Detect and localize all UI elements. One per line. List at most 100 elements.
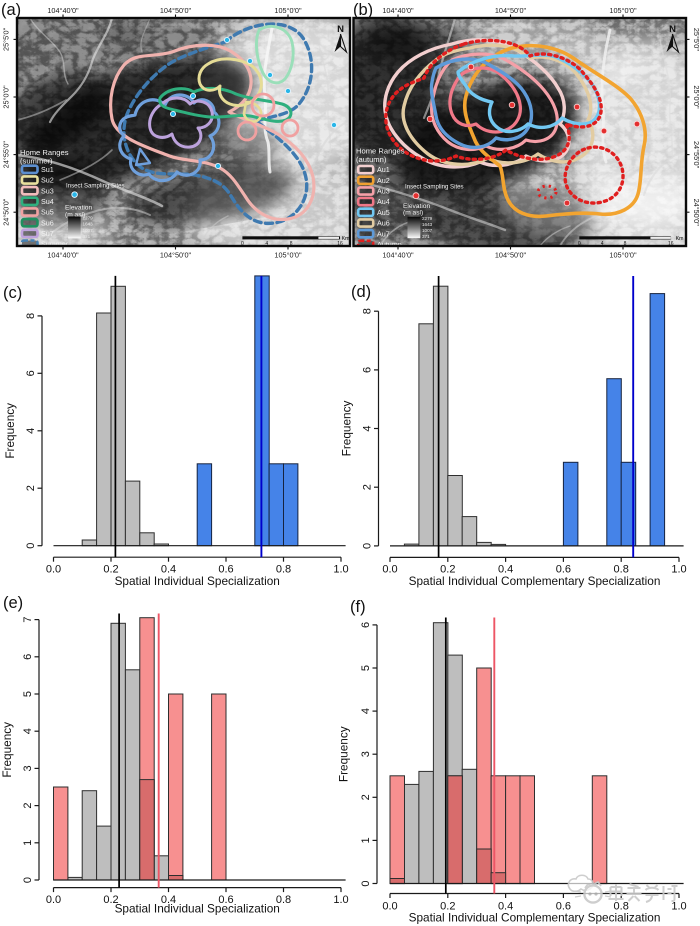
svg-text:(b): (b) (353, 1, 373, 19)
svg-text:104°50'0": 104°50'0" (160, 251, 192, 260)
svg-text:(c): (c) (3, 284, 22, 302)
svg-text:4: 4 (25, 428, 37, 434)
svg-text:(e): (e) (3, 594, 23, 612)
svg-text:2: 2 (360, 794, 372, 800)
svg-text:N: N (337, 24, 344, 35)
svg-text:0.2: 0.2 (440, 901, 455, 913)
svg-text:Su4: Su4 (41, 197, 54, 206)
svg-text:104°40'0": 104°40'0" (382, 251, 414, 260)
svg-text:Frequency: Frequency (3, 403, 17, 459)
svg-text:105°0'0": 105°0'0" (274, 6, 302, 15)
svg-text:Home Ranges: Home Ranges (356, 147, 405, 156)
svg-text:0.4: 0.4 (498, 901, 513, 913)
svg-text:6: 6 (360, 622, 372, 628)
svg-text:Spatial Individual Complementa: Spatial Individual Complementary Special… (409, 911, 661, 925)
svg-text:1643: 1643 (422, 222, 433, 227)
svg-text:1.0: 1.0 (333, 894, 348, 906)
svg-text:(autumn): (autumn) (356, 155, 387, 164)
svg-text:105°0'0": 105°0'0" (609, 6, 637, 15)
svg-text:0.0: 0.0 (382, 901, 397, 913)
svg-text:0: 0 (25, 543, 37, 549)
svg-text:Spatial Individual Specializat: Spatial Individual Specialization (115, 902, 280, 916)
svg-text:24°50'0": 24°50'0" (2, 198, 11, 226)
svg-text:24°55'0": 24°55'0" (692, 141, 700, 169)
svg-text:2: 2 (25, 485, 37, 491)
svg-text:1.0: 1.0 (671, 564, 686, 576)
svg-text:24°55'0": 24°55'0" (2, 141, 11, 169)
svg-text:Su5: Su5 (41, 208, 54, 217)
svg-text:1643: 1643 (83, 222, 94, 227)
svg-text:0.6: 0.6 (218, 894, 233, 906)
svg-text:0.0: 0.0 (46, 894, 61, 906)
svg-text:Au6: Au6 (377, 219, 390, 228)
svg-text:N: N (669, 24, 676, 35)
svg-text:0.4: 0.4 (498, 564, 513, 576)
svg-text:0: 0 (578, 241, 581, 247)
svg-text:Su7: Su7 (41, 229, 54, 238)
svg-text:0.6: 0.6 (556, 901, 571, 913)
svg-text:6: 6 (362, 367, 374, 373)
svg-text:0: 0 (241, 241, 244, 247)
svg-text:371: 371 (83, 234, 91, 239)
svg-text:104°50'0": 104°50'0" (495, 6, 527, 15)
svg-text:Km: Km (676, 236, 684, 242)
svg-text:371: 371 (422, 234, 430, 239)
svg-text:104°40'0": 104°40'0" (382, 6, 414, 15)
svg-text:104°50'0": 104°50'0" (160, 6, 192, 15)
svg-text:105°0'0": 105°0'0" (274, 251, 302, 260)
svg-text:Au5: Au5 (377, 208, 390, 217)
svg-text:5: 5 (360, 665, 372, 671)
svg-text:0.8: 0.8 (276, 894, 291, 906)
svg-text:Frequency: Frequency (337, 726, 351, 782)
svg-text:0: 0 (22, 877, 34, 883)
svg-text:Au1: Au1 (377, 165, 390, 174)
svg-text:Su3: Su3 (41, 186, 54, 195)
svg-text:0.8: 0.8 (276, 564, 291, 576)
svg-text:3: 3 (22, 765, 34, 771)
svg-text:0.2: 0.2 (440, 564, 455, 576)
svg-text:0.0: 0.0 (46, 564, 61, 576)
svg-text:Autumn: Autumn (377, 240, 402, 249)
svg-text:4: 4 (265, 241, 268, 247)
svg-text:5: 5 (22, 691, 34, 697)
svg-text:7: 7 (22, 617, 34, 623)
svg-text:Insect Sampling Sites: Insect Sampling Sites (405, 184, 464, 191)
svg-text:4: 4 (601, 241, 604, 247)
svg-text:1: 1 (22, 840, 34, 846)
svg-text:Su6: Su6 (41, 218, 54, 227)
svg-text:1.0: 1.0 (671, 901, 686, 913)
svg-text:(f): (f) (350, 598, 366, 616)
svg-text:2: 2 (362, 484, 374, 490)
svg-text:104°40'0": 104°40'0" (47, 251, 79, 260)
svg-text:Spatial Individual Complementa: Spatial Individual Complementary Special… (409, 574, 661, 588)
svg-text:(m asl): (m asl) (65, 212, 85, 219)
svg-text:1: 1 (360, 837, 372, 843)
svg-text:25°0'0": 25°0'0" (2, 85, 11, 109)
svg-text:0.6: 0.6 (218, 564, 233, 576)
svg-text:Au7: Au7 (377, 229, 390, 238)
svg-text:Km: Km (342, 236, 350, 242)
svg-text:0.8: 0.8 (614, 564, 629, 576)
svg-text:1007: 1007 (422, 228, 433, 233)
svg-text:6: 6 (25, 370, 37, 376)
svg-text:Home Ranges: Home Ranges (20, 148, 69, 157)
svg-text:0: 0 (362, 543, 374, 549)
svg-text:6: 6 (22, 654, 34, 660)
svg-text:Au4: Au4 (377, 197, 390, 206)
svg-text:4: 4 (360, 708, 372, 714)
svg-text:1.0: 1.0 (333, 564, 348, 576)
svg-text:(a): (a) (1, 1, 21, 19)
svg-text:Au3: Au3 (377, 187, 390, 196)
svg-text:16: 16 (337, 241, 343, 247)
svg-text:2279: 2279 (422, 216, 433, 221)
svg-text:25°5'0": 25°5'0" (2, 27, 11, 51)
svg-text:(m asl): (m asl) (403, 210, 423, 217)
svg-text:0.4: 0.4 (161, 564, 176, 576)
svg-text:Au2: Au2 (377, 176, 390, 185)
svg-text:25°5'0": 25°5'0" (692, 28, 700, 52)
svg-text:1007: 1007 (83, 228, 94, 233)
svg-text:0.2: 0.2 (103, 894, 118, 906)
svg-text:3: 3 (360, 751, 372, 757)
svg-text:Su2: Su2 (41, 176, 54, 185)
svg-text:2: 2 (22, 803, 34, 809)
